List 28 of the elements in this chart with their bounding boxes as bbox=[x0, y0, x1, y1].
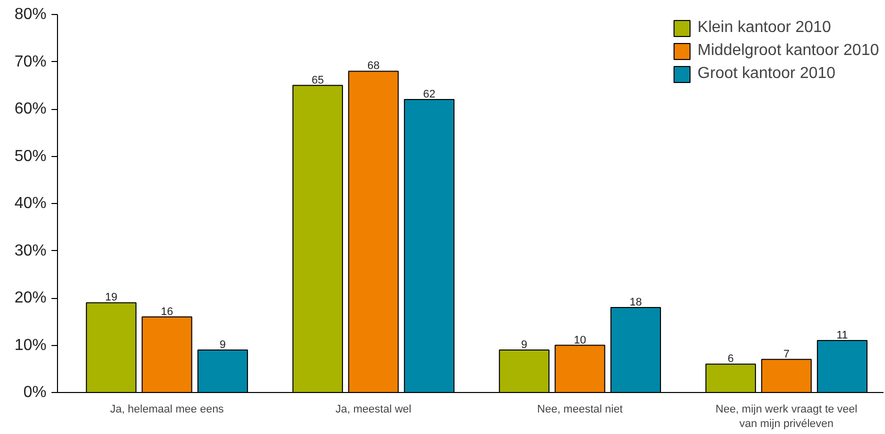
y-tick-label: 40% bbox=[14, 195, 47, 212]
data-label: 9 bbox=[220, 338, 226, 351]
x-tick-label: Nee, mijn werk vraagt te veel van mijn privéleven bbox=[716, 404, 858, 430]
data-label: 11 bbox=[836, 330, 848, 342]
y-tick-label: 30% bbox=[14, 242, 47, 260]
data-label: 65 bbox=[312, 74, 324, 86]
data-label: 18 bbox=[630, 296, 642, 308]
y-tick-label: 20% bbox=[14, 290, 47, 306]
data-label: 6 bbox=[728, 353, 734, 366]
legend-label: Groot kantoor 2010 bbox=[698, 65, 836, 83]
data-label: 9 bbox=[521, 338, 528, 351]
data-label: 19 bbox=[105, 292, 118, 304]
legend-label: Klein kantoor 2010 bbox=[698, 19, 831, 37]
data-label: 68 bbox=[367, 60, 380, 72]
y-tick-label: 0% bbox=[23, 384, 46, 401]
y-tick-label: 80% bbox=[14, 6, 47, 23]
y-tick-label: 10% bbox=[14, 336, 47, 354]
legend-label: Middelgroot kantoor 2010 bbox=[698, 42, 879, 60]
data-label: 16 bbox=[160, 306, 174, 318]
x-tick-label: Ja, meestal wel bbox=[336, 404, 412, 416]
y-tick-label: 50% bbox=[14, 148, 47, 165]
x-tick-label: Nee, meestal niet bbox=[537, 404, 623, 416]
data-label: 10 bbox=[574, 334, 586, 346]
y-tick-label: 60% bbox=[14, 100, 47, 118]
data-label: 7 bbox=[783, 348, 790, 360]
x-tick-label: Ja, helemaal mee eens bbox=[110, 404, 224, 416]
y-tick-label: 70% bbox=[14, 53, 47, 70]
data-label: 62 bbox=[423, 88, 436, 101]
